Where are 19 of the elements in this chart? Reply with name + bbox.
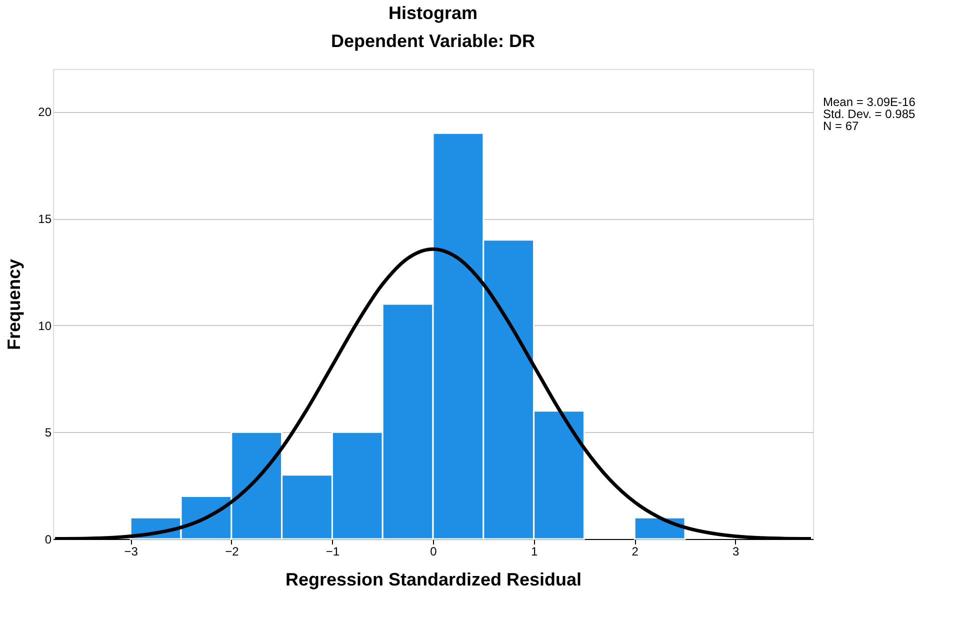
x-tick-label: 1	[530, 544, 538, 558]
x-tick-label: 3	[732, 544, 740, 558]
x-tick-label: −2	[225, 544, 240, 558]
y-tick-label: 20	[38, 105, 52, 120]
x-tick-label: 0	[430, 544, 438, 558]
x-axis-title: Regression Standardized Residual	[285, 570, 582, 590]
y-axis-title: Frequency	[4, 258, 24, 350]
text: N = 67	[823, 119, 860, 133]
y-tick-label: 0	[44, 532, 52, 546]
chart-subtitle: Dependent Variable: DR	[330, 31, 536, 51]
x-tick-label: −1	[326, 544, 340, 558]
y-tick-label: 15	[38, 212, 52, 226]
y-tick-label: 10	[38, 318, 52, 333]
text: Std. Dev. = 0.985	[823, 107, 916, 121]
chart-title: Histogram	[388, 3, 478, 23]
x-tick-label: −3	[124, 544, 138, 558]
y-tick-label: 5	[44, 426, 52, 440]
text: Mean = 3.09E-16	[823, 95, 916, 109]
x-tick-label: 2	[632, 544, 639, 558]
